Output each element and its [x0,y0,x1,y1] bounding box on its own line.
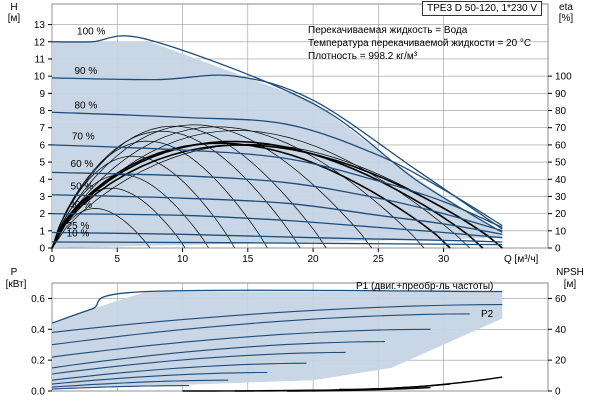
y-tick-label: 4 [39,175,45,186]
p2-label: P2 [481,309,494,320]
eta-tick-label: 60 [555,140,567,151]
speed-label: 10 % [67,229,90,240]
chart-note: Плотность = 998.2 кг/м³ [308,51,418,62]
eta-axis-label: eta [559,2,573,13]
head-curve [51,194,503,235]
p1-curve [51,289,503,324]
eta-tick-label: 80 [555,106,567,117]
chart-labels: 0 5 10 15 20 25 300123456789101112130102030405… [6,2,584,398]
efficiency-curve [51,187,186,249]
speed-label: 90 % [74,66,97,77]
p1-label: P1 (двиг.+преобр-ль частоты) [356,280,493,292]
efficiency-curve-bold [51,140,484,249]
y-axis-label: H [10,2,17,13]
eta-tick-label: 70 [555,123,567,134]
x-tick-label: 15 [242,254,254,265]
npsh-curve [339,376,503,391]
npsh-axis-label: NPSH [556,267,584,278]
x-tick-label: 0 [49,254,55,265]
y-tick-label: 0 [39,244,45,255]
chart-note: Перекачиваемая жидкость = Вода [308,25,468,36]
y-tick-label: 5 [39,158,45,169]
speed-label: 60 % [71,159,94,170]
efficiency-curve [51,208,151,249]
head-efficiency-chart [48,3,552,252]
p-axis-unit: [кВт] [6,279,27,290]
y-tick-label: 2 [39,209,45,220]
p-axis-label: P [11,267,18,278]
y-tick-label: 12 [34,37,46,48]
p-tick-label: 0.0 [31,387,45,398]
chart-note: Температура перекачиваемой жидкости = 20… [308,38,531,49]
eta-tick-label: 40 [555,175,567,186]
y-axis-unit: [м] [8,13,21,24]
efficiency-curve [51,126,425,249]
npsh-tick-label: 60 [555,294,567,305]
speed-label: 100 % [77,27,105,38]
head-curve [51,144,503,228]
y-tick-label: 9 [39,89,45,100]
eta-tick-label: 30 [555,192,567,203]
y-tick-label: 8 [39,106,45,117]
npsh-tick-label: 20 [555,356,567,367]
power-curve [51,341,385,369]
x-axis-label: Q [м³/ч] [504,254,539,265]
power-curve [51,362,307,381]
y-tick-label: 3 [39,192,45,203]
head-curve [51,74,503,230]
eta-tick-label: 0 [555,244,561,255]
p-tick-label: 0.4 [31,325,45,336]
power-curve [51,379,229,388]
power-curve [51,313,470,346]
power-npsh-chart [48,282,552,392]
head-curve [51,111,503,227]
eta-tick-label: 10 [555,226,567,237]
x-tick-label: 10 [177,254,189,265]
y-tick-label: 1 [39,226,45,237]
chart-title: TPE3 D 50-120, 1*230 V [422,1,543,16]
head-curve [51,212,503,239]
power-region [52,291,503,390]
eta-tick-label: 100 [555,72,572,83]
npsh-axis-unit: [м] [564,279,577,290]
head-curve [51,35,503,234]
p-tick-label: 0.2 [31,356,45,367]
npsh-tick-label: 40 [555,325,567,336]
x-tick-label: 5 [114,254,120,265]
head-curve [51,231,503,243]
power-curve [51,385,190,390]
y-tick-label: 11 [35,54,46,65]
eta-tick-label: 90 [555,89,567,100]
eta-tick-label: 50 [555,158,567,169]
p-tick-label: 0.6 [31,294,45,305]
speed-label: 40 % [69,200,92,211]
npsh-tick-label: 0 [555,387,561,398]
head-curve [51,171,503,232]
eta-tick-label: 20 [555,209,567,220]
speed-label: 50 % [71,181,94,192]
y-tick-label: 7 [39,123,45,134]
speed-label: 70 % [72,131,95,142]
x-tick-label: 25 [373,254,385,265]
speed-label: 25 % [67,221,90,232]
efficiency-curve [51,125,327,249]
power-curve [51,351,346,375]
eta-axis-unit: [%] [559,13,574,24]
x-tick-label: 30 [438,254,450,265]
power-curve [51,304,503,333]
power-curve [51,328,431,358]
head-curve [51,241,503,246]
efficiency-curve [51,124,373,249]
power-curve [51,371,268,385]
efficiency-curve [51,174,209,249]
y-tick-label: 13 [34,20,46,31]
x-tick-label: 20 [307,254,319,265]
speed-label: 80 % [74,101,97,112]
y-tick-label: 10 [34,72,46,83]
y-tick-label: 6 [39,140,45,151]
